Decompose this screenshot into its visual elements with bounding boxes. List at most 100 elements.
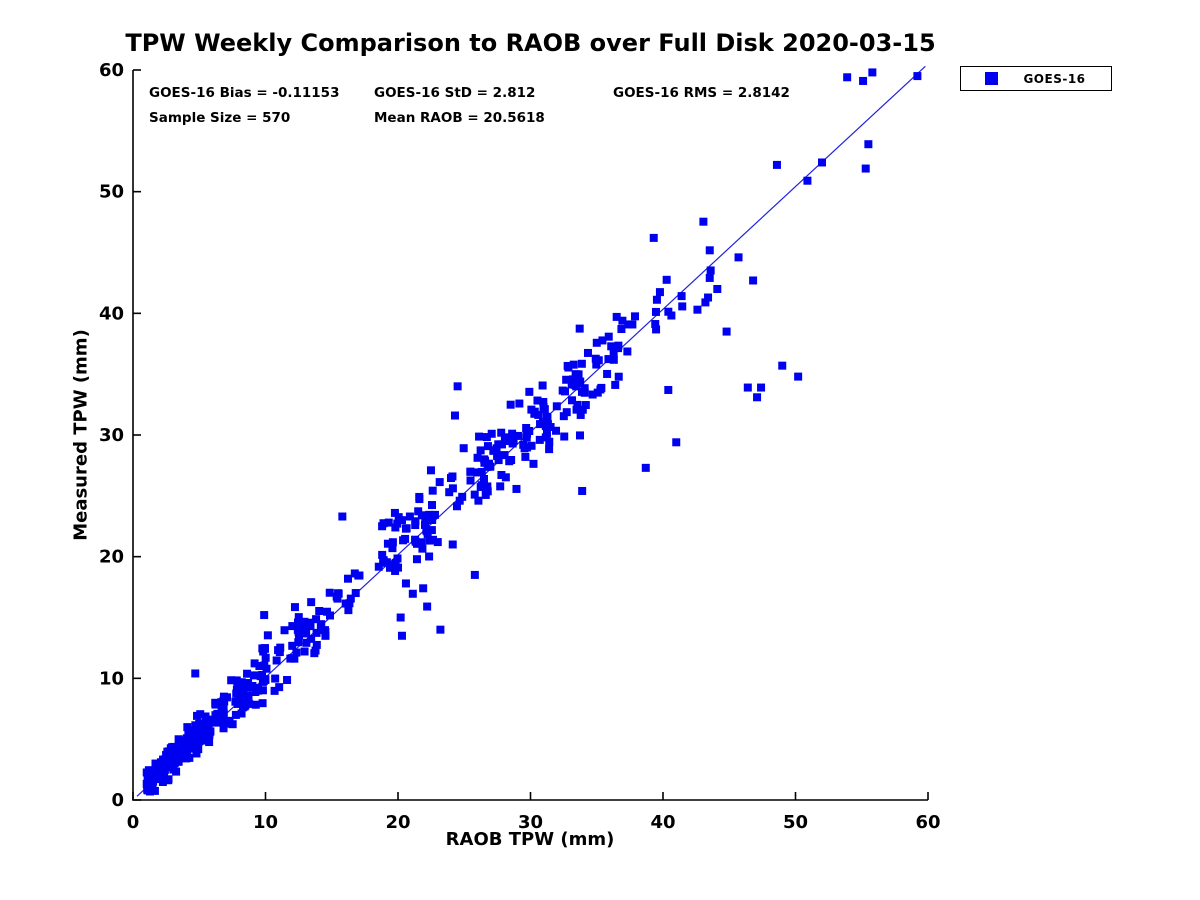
scatter-point — [205, 738, 214, 747]
scatter-point — [258, 699, 267, 708]
scatter-point — [576, 410, 585, 419]
scatter-point — [408, 589, 417, 598]
scatter-point — [655, 288, 664, 297]
stat-std: GOES-16 StD = 2.812 — [374, 85, 536, 101]
scatter-point — [525, 387, 534, 396]
scatter-point — [604, 355, 613, 364]
stat-rms: GOES-16 RMS = 2.8142 — [613, 85, 790, 101]
scatter-point — [545, 445, 554, 454]
scatter-point — [501, 473, 510, 482]
scatter-point — [575, 324, 584, 333]
scatter-point — [677, 292, 686, 301]
scatter-point — [182, 734, 191, 743]
scatter-point — [235, 678, 244, 687]
scatter-point — [317, 620, 326, 629]
scatter-point — [506, 400, 515, 409]
scatter-point — [388, 538, 397, 547]
scatter-point — [722, 327, 731, 336]
scatter-point — [466, 467, 475, 476]
scatter-point — [614, 341, 623, 350]
scatter-point — [778, 361, 787, 370]
scatter-point — [483, 442, 492, 451]
scatter-point — [705, 273, 714, 282]
scatter-point — [569, 360, 578, 369]
scatter-point — [249, 671, 258, 680]
scatter-point — [624, 320, 633, 329]
y-tick-label: 0 — [111, 790, 124, 811]
scatter-point — [473, 468, 482, 477]
scatter-point — [283, 676, 292, 685]
scatter-point — [667, 311, 676, 320]
scatter-point — [158, 777, 167, 786]
scatter-point — [864, 140, 873, 149]
scatter-point — [559, 412, 568, 421]
scatter-point — [678, 302, 687, 311]
scatter-point — [577, 359, 586, 368]
scatter-point — [388, 544, 397, 553]
scatter-point — [205, 727, 214, 736]
x-tick-label: 0 — [127, 812, 140, 833]
scatter-point — [413, 539, 422, 548]
scatter-point — [317, 625, 326, 634]
scatter-point — [628, 320, 637, 329]
scatter-point — [611, 380, 620, 389]
scatter-point — [405, 512, 414, 521]
scatter-point — [312, 640, 321, 649]
scatter-point — [574, 370, 583, 379]
scatter-point — [232, 689, 241, 698]
scatter-point — [414, 507, 423, 516]
scatter-point — [196, 710, 205, 719]
scatter-point — [493, 451, 502, 460]
scatter-point — [474, 496, 483, 505]
scatter-point — [207, 717, 216, 726]
scatter-point — [652, 325, 661, 334]
scatter-point — [258, 677, 267, 686]
scatter-point — [411, 521, 420, 530]
scatter-point — [185, 753, 194, 762]
scatter-point — [512, 484, 521, 493]
scatter-point — [713, 285, 722, 293]
scatter-point — [399, 536, 408, 545]
scatter-point — [174, 745, 183, 754]
scatter-point — [508, 429, 517, 438]
scatter-point — [466, 476, 475, 485]
scatter-point — [479, 474, 488, 483]
y-tick-label: 40 — [99, 303, 124, 324]
scatter-point — [446, 474, 455, 483]
scatter-point — [270, 686, 279, 695]
scatter-point — [211, 700, 220, 709]
scatter-point — [315, 606, 324, 615]
scatter-point — [150, 786, 159, 795]
scatter-point — [592, 338, 601, 347]
scatter-point — [293, 625, 302, 634]
scatter-point — [476, 482, 485, 491]
scatter-point — [533, 396, 542, 405]
scatter-point — [184, 726, 193, 735]
scatter-point — [307, 598, 316, 607]
scatter-point — [231, 710, 240, 719]
scatter-point — [542, 429, 551, 438]
scatter-point — [749, 276, 758, 285]
scatter-point — [307, 634, 316, 643]
scatter-point — [428, 535, 437, 544]
scatter-point — [222, 693, 231, 702]
scatter-point — [260, 644, 269, 653]
scatter-point — [423, 602, 432, 611]
scatter-point — [515, 399, 524, 408]
scatter-point — [448, 484, 457, 493]
scatter-point — [868, 68, 877, 77]
scatter-point — [312, 615, 321, 624]
scatter-point — [344, 606, 353, 615]
scatter-point — [415, 492, 424, 501]
scatter-point — [153, 766, 162, 775]
scatter-point — [598, 336, 607, 345]
scatter-point — [174, 756, 183, 765]
scatter-point — [552, 426, 561, 435]
scatter-point — [704, 293, 713, 302]
scatter-point — [507, 455, 516, 464]
x-tick-label: 60 — [915, 812, 940, 833]
scatter-point — [561, 387, 570, 396]
scatter-point — [497, 428, 506, 437]
scatter-point — [572, 382, 581, 391]
scatter-point — [213, 718, 222, 727]
